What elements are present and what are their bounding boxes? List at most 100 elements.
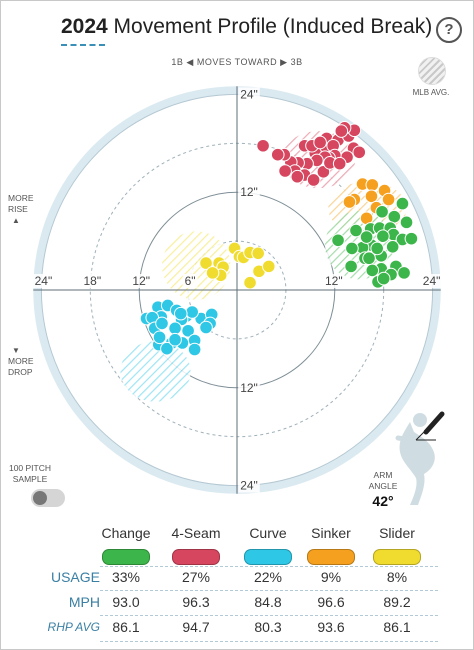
table-divider bbox=[100, 641, 438, 642]
rhp-avg-cell: 86.1 bbox=[383, 619, 411, 635]
pitch-point-4-seam bbox=[313, 135, 327, 150]
pitch-point-change bbox=[385, 240, 400, 254]
y-tick-label: 12" bbox=[240, 381, 258, 395]
pitch-point-4-seam bbox=[290, 169, 305, 184]
pitch-point-change bbox=[344, 259, 358, 274]
more-rise-line-2: RISE bbox=[8, 204, 28, 214]
pitch-name: Slider bbox=[379, 525, 415, 541]
pitch-point-slider bbox=[205, 266, 220, 280]
pitch-color-pill[interactable] bbox=[244, 549, 292, 565]
tick-label-bg bbox=[238, 87, 260, 102]
mlb-avg-zone-curve bbox=[120, 341, 191, 402]
pitch-point-change bbox=[359, 230, 374, 244]
x-tick-label: 24" bbox=[423, 274, 441, 288]
pitch-point-change bbox=[395, 196, 410, 211]
pitch-point-change bbox=[345, 241, 359, 256]
pitch-col-sinker: Sinker bbox=[294, 525, 368, 565]
tick-label-bg bbox=[32, 274, 55, 288]
pitch-point-4-seam bbox=[352, 145, 367, 160]
mph-cell: 93.0 bbox=[112, 594, 140, 610]
pitch-point-sinker bbox=[342, 195, 357, 209]
mph-cell: 96.3 bbox=[182, 594, 210, 610]
tick-label-bg bbox=[420, 274, 443, 288]
mph-cell: 84.8 bbox=[254, 594, 282, 610]
pitch-point-change bbox=[404, 231, 419, 246]
usage-cell: 8% bbox=[386, 569, 408, 585]
mlb-avg-zone-slider bbox=[162, 231, 231, 300]
pitch-point-change bbox=[376, 271, 391, 286]
pitch-point-change bbox=[362, 251, 376, 266]
pitch-color-pill[interactable] bbox=[373, 549, 421, 565]
more-rise-line-1: MORE bbox=[8, 193, 34, 203]
toggle-knob bbox=[33, 491, 47, 505]
tick-label-bg bbox=[182, 274, 198, 288]
pitch-point-slider bbox=[261, 259, 276, 274]
pitch-point-curve bbox=[173, 306, 188, 321]
usage-cell: 27% bbox=[181, 569, 211, 585]
table-divider bbox=[100, 615, 438, 616]
pitch-point-curve bbox=[181, 323, 195, 338]
row-label-mph: MPH bbox=[68, 594, 100, 610]
mlb-avg-legend-label: MLB AVG. bbox=[412, 88, 450, 97]
pitch-name: Sinker bbox=[311, 525, 351, 541]
sample-toggle[interactable] bbox=[31, 489, 65, 507]
rhp-avg-cell: 93.6 bbox=[317, 619, 345, 635]
more-drop-line-1: MORE bbox=[8, 356, 34, 366]
more-rise-label: MORE RISE ▲ bbox=[8, 193, 34, 226]
tick-label-bg bbox=[322, 274, 345, 288]
pitch-point-change bbox=[387, 209, 402, 224]
up-arrow-icon: ▲ bbox=[12, 216, 20, 225]
pitch-point-change bbox=[365, 263, 380, 278]
x-tick-label: 24" bbox=[35, 274, 53, 288]
sample-label-line-1: 100 PITCH bbox=[8, 463, 52, 473]
x-tick-label: 12" bbox=[325, 274, 343, 288]
y-tick-label: 24" bbox=[240, 87, 258, 101]
more-drop-line-2: DROP bbox=[8, 367, 33, 377]
usage-cell: 22% bbox=[253, 569, 283, 585]
pitch-point-sinker bbox=[381, 192, 396, 207]
pitch-point-4-seam bbox=[256, 138, 270, 153]
pitch-point-curve bbox=[185, 305, 199, 319]
arm-angle-line-2: ANGLE bbox=[368, 481, 398, 491]
y-tick-label: 24" bbox=[240, 479, 258, 493]
pitch-point-slider bbox=[251, 246, 265, 261]
pitch-col-slider: Slider bbox=[360, 525, 434, 565]
tick-label-bg bbox=[130, 274, 153, 288]
pitch-name: Curve bbox=[249, 525, 287, 541]
table-divider bbox=[100, 590, 438, 591]
pitch-point-change bbox=[399, 215, 414, 230]
pitch-point-curve bbox=[168, 321, 182, 336]
page-title: 2024 Movement Profile (Induced Break) bbox=[61, 15, 432, 39]
row-label-rhp-avg: RHP AVG bbox=[47, 620, 100, 634]
title-year: 2024 bbox=[61, 15, 108, 38]
pitch-point-curve bbox=[152, 330, 167, 345]
rhp-avg-cell: 80.3 bbox=[254, 619, 282, 635]
pitch-color-pill[interactable] bbox=[307, 549, 355, 565]
pitch-point-4-seam bbox=[270, 147, 285, 162]
tick-label-bg bbox=[238, 185, 260, 200]
pitch-point-slider bbox=[243, 275, 257, 290]
pitch-point-4-seam bbox=[332, 156, 347, 171]
arm-angle-line-1: ARM bbox=[373, 470, 393, 480]
pitch-name: 4-Seam bbox=[171, 525, 221, 541]
usage-cell: 9% bbox=[320, 569, 342, 585]
pitch-point-change bbox=[376, 229, 390, 244]
pitch-point-curve bbox=[155, 316, 169, 331]
pitch-col-4-seam: 4-Seam bbox=[159, 525, 233, 565]
pitch-color-pill[interactable] bbox=[172, 549, 220, 565]
title-year-underline bbox=[61, 44, 105, 46]
pitch-point-4-seam bbox=[278, 164, 292, 178]
table-divider bbox=[100, 566, 438, 567]
more-drop-label: ▼ MORE DROP bbox=[8, 345, 34, 378]
x-tick-label: 12" bbox=[132, 274, 150, 288]
pitch-point-sinker bbox=[364, 189, 379, 204]
pitch-color-pill[interactable] bbox=[102, 549, 150, 565]
pitch-point-curve bbox=[168, 332, 182, 347]
pitch-point-sinker bbox=[365, 178, 380, 192]
arm-angle-label: ARM ANGLE bbox=[358, 470, 408, 492]
x-tick-label: 6" bbox=[185, 274, 196, 288]
help-icon[interactable]: ? bbox=[436, 17, 462, 43]
mph-cell: 96.6 bbox=[317, 594, 345, 610]
pitch-point-change bbox=[375, 204, 389, 219]
usage-cell: 33% bbox=[111, 569, 141, 585]
